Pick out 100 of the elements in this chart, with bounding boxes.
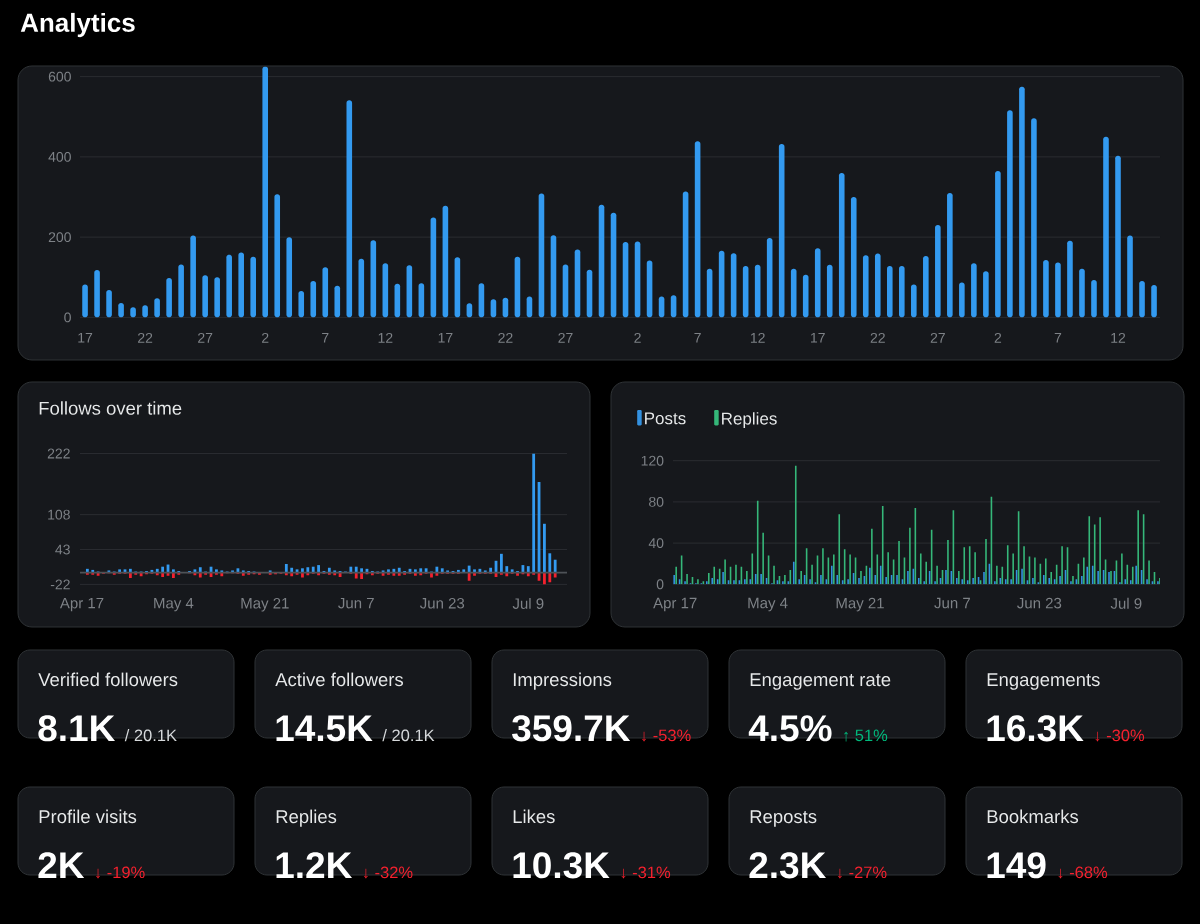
text: 14.5K bbox=[276, 715, 373, 742]
x-tick-label: 12 bbox=[750, 332, 765, 343]
x-tick-label: May 4 bbox=[748, 597, 788, 612]
x-tick-label: 7 bbox=[322, 332, 329, 343]
x-tick-label: 12 bbox=[378, 332, 393, 343]
bar bbox=[923, 256, 929, 318]
y-tick-label: 0 bbox=[656, 579, 664, 590]
text: 8.1K bbox=[38, 715, 116, 742]
y-tick-label: 400 bbox=[48, 151, 71, 162]
y-tick-label: 43 bbox=[55, 544, 70, 555]
y-tick-label: 108 bbox=[48, 509, 70, 520]
bar bbox=[322, 267, 329, 318]
bar bbox=[550, 235, 557, 318]
x-tick-label: May 4 bbox=[154, 597, 194, 612]
text: Bookmarks bbox=[987, 809, 1079, 824]
bar bbox=[1139, 280, 1145, 318]
bar bbox=[826, 264, 833, 318]
bar bbox=[1007, 110, 1013, 318]
bar bbox=[995, 170, 1001, 318]
y-tick-label: 200 bbox=[48, 232, 71, 243]
text: 1.2K bbox=[276, 852, 353, 878]
bar bbox=[911, 284, 917, 318]
x-tick-label: 2 bbox=[994, 332, 1002, 343]
bar bbox=[202, 275, 208, 318]
x-tick-label: 27 bbox=[198, 332, 213, 343]
bar bbox=[1103, 136, 1109, 318]
text: Engagements bbox=[987, 673, 1100, 690]
bar bbox=[1091, 280, 1097, 318]
bar bbox=[754, 264, 761, 318]
bar bbox=[172, 572, 175, 578]
bar bbox=[1127, 235, 1133, 318]
text: ↓ -32% bbox=[363, 866, 413, 879]
x-tick-label: 7 bbox=[1054, 332, 1062, 343]
bar bbox=[646, 260, 653, 318]
chart-title: Follows over time bbox=[39, 401, 182, 415]
x-tick-label: 22 bbox=[138, 332, 153, 343]
text: Engagement rate bbox=[750, 673, 891, 690]
x-tick-label: Jun 7 bbox=[934, 597, 970, 609]
text: 2.3K bbox=[749, 852, 827, 879]
text: 2K bbox=[38, 852, 85, 878]
bar bbox=[935, 225, 941, 318]
text: Reposts bbox=[750, 810, 817, 827]
legend-label: Replies bbox=[722, 412, 777, 428]
bar bbox=[1031, 118, 1037, 318]
bar bbox=[406, 265, 413, 318]
x-tick-label: 17 bbox=[78, 332, 93, 343]
bar bbox=[178, 264, 184, 318]
bar bbox=[562, 264, 569, 318]
x-tick-label: Apr 17 bbox=[59, 597, 104, 612]
x-tick-label: Jul 9 bbox=[1110, 597, 1142, 609]
bar bbox=[543, 572, 546, 585]
bar bbox=[532, 453, 536, 573]
bar bbox=[334, 285, 341, 318]
bar bbox=[814, 248, 821, 318]
text: 149 bbox=[987, 852, 1046, 879]
y-tick-label: -22 bbox=[50, 579, 70, 590]
text: 359.7K bbox=[512, 715, 631, 742]
bar bbox=[106, 290, 112, 318]
bar bbox=[238, 252, 244, 318]
bar bbox=[574, 249, 581, 318]
x-tick-label: Apr 17 bbox=[653, 597, 697, 612]
y-tick-label: 80 bbox=[649, 496, 664, 507]
bar bbox=[166, 278, 172, 318]
text: ↓ -30% bbox=[1095, 729, 1145, 742]
y-tick-label: 40 bbox=[648, 538, 664, 549]
bar bbox=[286, 237, 293, 318]
bar bbox=[346, 100, 353, 318]
text: ↓ -31% bbox=[621, 866, 671, 879]
bar bbox=[959, 282, 965, 318]
bar bbox=[1019, 86, 1025, 318]
y-tick-label: 222 bbox=[47, 448, 70, 459]
x-tick-label: 17 bbox=[811, 332, 825, 343]
bar bbox=[190, 235, 196, 318]
bar bbox=[874, 253, 881, 318]
bar bbox=[82, 284, 88, 318]
bar bbox=[598, 204, 605, 318]
text: Verified followers bbox=[38, 672, 178, 687]
bar bbox=[802, 274, 809, 318]
y-tick-label: 0 bbox=[64, 312, 71, 323]
bar bbox=[886, 266, 893, 318]
bar bbox=[862, 255, 869, 318]
x-tick-label: May 21 bbox=[241, 597, 289, 612]
bar bbox=[548, 553, 552, 573]
x-tick-label: 27 bbox=[930, 332, 945, 343]
text: 4.5% bbox=[748, 715, 832, 742]
bar bbox=[382, 263, 389, 318]
bar bbox=[226, 254, 232, 318]
bar bbox=[1115, 155, 1121, 318]
bar bbox=[983, 271, 989, 318]
bar bbox=[610, 212, 617, 318]
bar bbox=[298, 290, 305, 318]
bar bbox=[467, 572, 471, 581]
text: ↑ 51% bbox=[844, 729, 888, 742]
x-tick-label: 7 bbox=[694, 332, 701, 343]
text: Impressions bbox=[513, 672, 612, 690]
x-tick-label: May 21 bbox=[836, 597, 884, 612]
x-tick-label: Jun 23 bbox=[1017, 597, 1062, 609]
chart-title: Analytics bbox=[20, 12, 135, 38]
bar bbox=[1079, 268, 1085, 318]
bar bbox=[1151, 284, 1157, 318]
